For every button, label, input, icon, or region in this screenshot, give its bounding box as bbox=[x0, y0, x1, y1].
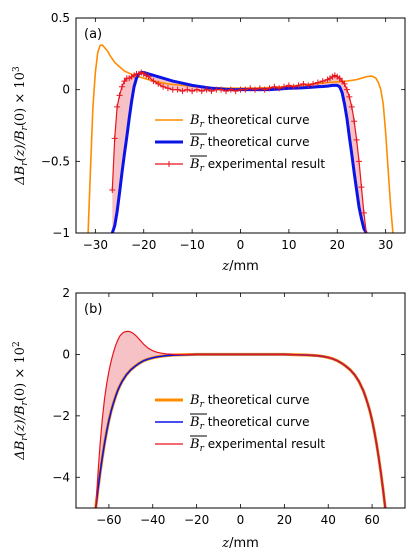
series-marker bbox=[285, 82, 292, 89]
series-marker bbox=[198, 88, 205, 95]
series-marker bbox=[118, 83, 125, 90]
legend-marker bbox=[166, 161, 172, 167]
x-tick-label: 20 bbox=[277, 513, 292, 527]
series-marker bbox=[314, 79, 321, 86]
y-tick-label: −0.5 bbox=[41, 154, 70, 168]
legend-label: Br theoretical curve bbox=[189, 113, 310, 130]
series-marker bbox=[222, 88, 229, 95]
x-tick-label: −40 bbox=[140, 513, 165, 527]
series-marker bbox=[232, 88, 239, 95]
difference-fill bbox=[95, 331, 386, 508]
legend-label: Br theoretical curve bbox=[189, 415, 310, 432]
legend-label: Br theoretical curve bbox=[189, 135, 310, 152]
x-tick-label: 60 bbox=[364, 513, 379, 527]
series-marker bbox=[247, 85, 254, 92]
y-tick-label: 0 bbox=[62, 347, 70, 361]
series-line-2 bbox=[94, 353, 387, 508]
series-marker bbox=[155, 80, 162, 87]
series-marker bbox=[114, 103, 121, 110]
series-marker bbox=[252, 86, 259, 93]
series-marker bbox=[266, 85, 273, 92]
x-axis-label: z/mm bbox=[221, 259, 259, 274]
y-axis-label: ΔBr(z)/Br(0) × 102 bbox=[12, 341, 30, 460]
x-tick-label: −60 bbox=[96, 513, 121, 527]
legend-label: Br theoretical curve bbox=[189, 393, 310, 410]
panel-a: −30 −20 −10 0 10 20 30 −1 −0.5 0 0.5 (a) z/mm ΔBr(z)/… bbox=[12, 11, 406, 274]
legend-label: Br experimental result bbox=[189, 437, 325, 454]
series-marker bbox=[218, 86, 225, 93]
x-axis-label: z/mm bbox=[221, 536, 259, 551]
x-tick-label: 30 bbox=[378, 238, 393, 252]
series-marker bbox=[184, 86, 191, 93]
series-marker bbox=[341, 80, 348, 87]
series-marker bbox=[358, 184, 365, 191]
series-marker bbox=[189, 88, 196, 95]
series-line-3 bbox=[95, 330, 386, 508]
y-axis-label: ΔBr(z)/Br(0) × 103 bbox=[12, 66, 30, 186]
x-tick-label: −20 bbox=[184, 513, 209, 527]
panel-label: (a) bbox=[84, 27, 102, 42]
series-marker bbox=[343, 86, 350, 93]
y-tick-label: −2 bbox=[52, 409, 70, 423]
series-marker bbox=[256, 85, 263, 92]
series-marker bbox=[346, 93, 353, 100]
series-marker bbox=[290, 83, 297, 90]
series-marker bbox=[305, 82, 312, 89]
series-marker bbox=[160, 83, 167, 90]
panel-label: (b) bbox=[84, 302, 102, 317]
series-marker bbox=[295, 82, 302, 89]
x-tick-label: −10 bbox=[179, 238, 204, 252]
series-marker bbox=[111, 135, 118, 142]
series-marker bbox=[227, 86, 234, 93]
series-marker bbox=[353, 136, 360, 143]
y-tick-label: 0 bbox=[62, 83, 70, 97]
series-line-1 bbox=[94, 352, 387, 508]
x-tick-label: 20 bbox=[330, 238, 345, 252]
series-marker bbox=[300, 80, 307, 87]
plot-area bbox=[87, 44, 394, 233]
series-marker bbox=[193, 86, 200, 93]
series-marker bbox=[348, 103, 355, 110]
x-tick-label: 0 bbox=[237, 513, 245, 527]
x-tick-label: 10 bbox=[281, 238, 296, 252]
y-tick-label: 0.5 bbox=[51, 11, 70, 25]
series-marker bbox=[310, 80, 317, 87]
series-marker bbox=[145, 73, 152, 80]
panel-b: −60 −40 −20 0 20 40 60−4−202(b)z/mmΔBr(z)/Br(0… bbox=[12, 286, 406, 551]
series-marker bbox=[356, 158, 363, 165]
series-marker bbox=[150, 78, 157, 85]
series-marker bbox=[281, 83, 288, 90]
series-line-2 bbox=[110, 70, 368, 233]
series-marker bbox=[203, 86, 210, 93]
y-tick-label: 2 bbox=[62, 286, 70, 300]
series-marker bbox=[276, 85, 283, 92]
x-tick-label: 40 bbox=[321, 513, 336, 527]
series-marker bbox=[164, 85, 171, 92]
x-tick-label: −30 bbox=[83, 238, 108, 252]
series-line-3 bbox=[111, 71, 367, 233]
series-marker bbox=[261, 86, 268, 93]
difference-fill bbox=[112, 72, 367, 233]
series-marker bbox=[363, 230, 370, 233]
y-tick-label: −1 bbox=[52, 226, 70, 240]
series-marker bbox=[271, 83, 278, 90]
x-tick-label: 0 bbox=[237, 238, 245, 252]
plot-area bbox=[94, 330, 387, 508]
series-marker bbox=[242, 86, 249, 93]
x-tick-label: −20 bbox=[131, 238, 156, 252]
series-marker bbox=[116, 92, 123, 99]
legend: Br theoretical curve Br theoretical curve… bbox=[155, 113, 325, 174]
series-marker bbox=[360, 209, 367, 216]
legend-label: Br experimental result bbox=[189, 157, 325, 174]
legend: Br theoretical curve Br theoretical curve… bbox=[155, 393, 325, 454]
series-marker bbox=[208, 88, 215, 95]
series-marker bbox=[319, 78, 326, 85]
y-tick-label: −4 bbox=[52, 470, 70, 484]
series-marker bbox=[109, 187, 116, 193]
series-marker bbox=[174, 86, 181, 93]
series-marker bbox=[179, 88, 186, 95]
series-marker bbox=[351, 118, 358, 125]
